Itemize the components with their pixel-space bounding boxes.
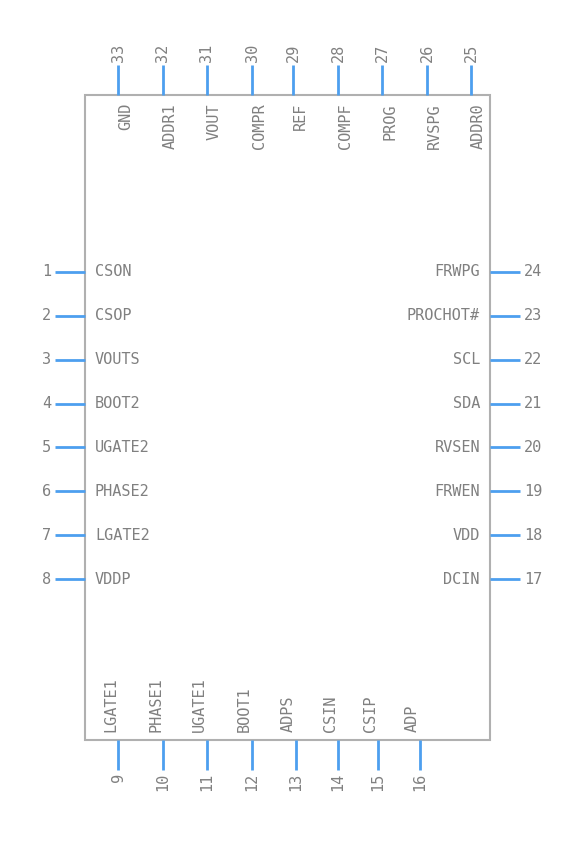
Text: 25: 25 [463, 44, 478, 62]
Text: CSIN: CSIN [323, 695, 338, 732]
Text: SCL: SCL [453, 353, 480, 367]
Text: 19: 19 [524, 483, 542, 499]
Text: 18: 18 [524, 527, 542, 543]
Text: BOOT2: BOOT2 [95, 397, 141, 411]
Text: 1: 1 [42, 265, 51, 280]
Text: DCIN: DCIN [444, 572, 480, 587]
Text: 24: 24 [524, 265, 542, 280]
Text: 33: 33 [111, 44, 126, 62]
Bar [85, 95, 490, 740]
Text: 11: 11 [199, 773, 215, 791]
Text: FRWEN: FRWEN [435, 483, 480, 499]
Text: 27: 27 [374, 44, 390, 62]
Text: COMPF: COMPF [338, 103, 353, 148]
Text: 8: 8 [42, 572, 51, 587]
Text: 23: 23 [524, 309, 542, 323]
Text: FRWPG: FRWPG [435, 265, 480, 280]
Text: 3: 3 [42, 353, 51, 367]
Text: 10: 10 [156, 773, 170, 791]
Text: 4: 4 [42, 397, 51, 411]
Text: 29: 29 [286, 44, 300, 62]
Text: 15: 15 [370, 773, 386, 791]
Text: ADDR1: ADDR1 [163, 103, 178, 148]
Text: 6: 6 [42, 483, 51, 499]
Text: ADPS: ADPS [281, 695, 296, 732]
Text: 5: 5 [42, 439, 51, 455]
Text: ADP: ADP [405, 705, 420, 732]
Text: RVSEN: RVSEN [435, 439, 480, 455]
Text: 17: 17 [524, 572, 542, 587]
Text: LGATE1: LGATE1 [103, 678, 118, 732]
Text: 31: 31 [199, 44, 215, 62]
Text: 30: 30 [244, 44, 260, 62]
Text: REF: REF [293, 103, 308, 131]
Text: CSIP: CSIP [363, 695, 378, 732]
Text: 20: 20 [524, 439, 542, 455]
Text: VDDP: VDDP [95, 572, 132, 587]
Text: 26: 26 [420, 44, 435, 62]
Text: VDD: VDD [453, 527, 480, 543]
Text: LGATE2: LGATE2 [95, 527, 150, 543]
Text: 21: 21 [524, 397, 542, 411]
Text: CSOP: CSOP [95, 309, 132, 323]
Text: SDA: SDA [453, 397, 480, 411]
Text: VOUT: VOUT [207, 103, 222, 140]
Text: 12: 12 [244, 773, 260, 791]
Text: 2: 2 [42, 309, 51, 323]
Text: 22: 22 [524, 353, 542, 367]
Text: COMPR: COMPR [252, 103, 267, 148]
Text: VOUTS: VOUTS [95, 353, 141, 367]
Text: PROG: PROG [382, 103, 397, 140]
Text: 13: 13 [289, 773, 303, 791]
Text: RVSPG: RVSPG [427, 103, 442, 148]
Text: 14: 14 [331, 773, 345, 791]
Text: PROCHOT#: PROCHOT# [407, 309, 480, 323]
Text: 7: 7 [42, 527, 51, 543]
Text: 16: 16 [412, 773, 428, 791]
Text: PHASE2: PHASE2 [95, 483, 150, 499]
Text: 32: 32 [156, 44, 170, 62]
Text: 9: 9 [111, 773, 126, 782]
Text: CSON: CSON [95, 265, 132, 280]
Text: PHASE1: PHASE1 [148, 678, 163, 732]
Text: GND: GND [118, 103, 133, 131]
Text: BOOT1: BOOT1 [237, 686, 252, 732]
Text: UGATE2: UGATE2 [95, 439, 150, 455]
Text: UGATE1: UGATE1 [192, 678, 207, 732]
Text: 28: 28 [331, 44, 345, 62]
Text: ADDR0: ADDR0 [471, 103, 486, 148]
